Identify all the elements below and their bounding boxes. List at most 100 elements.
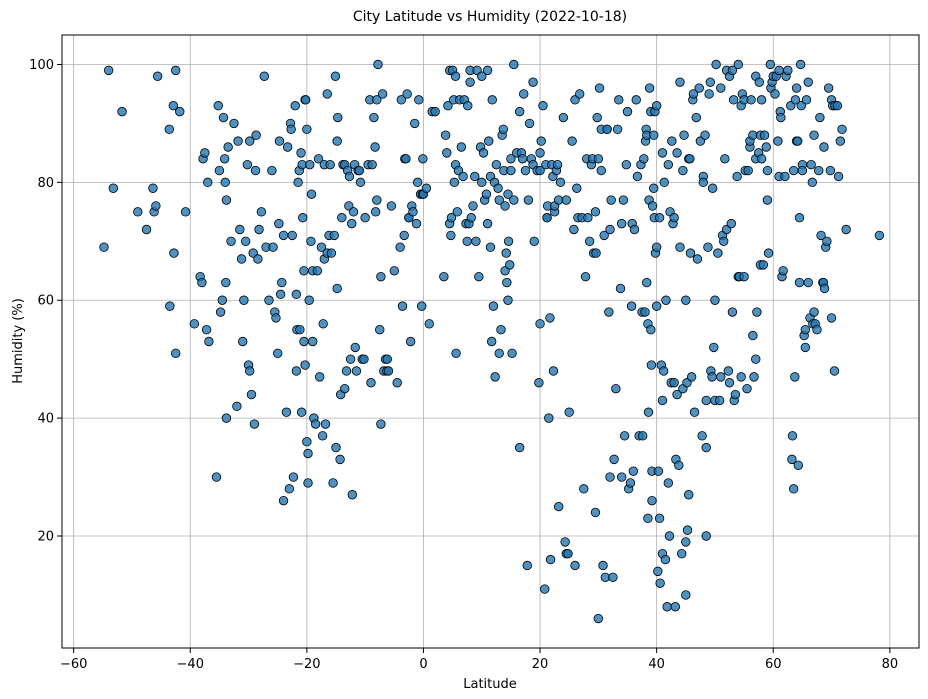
- data-point: [774, 65, 784, 76]
- data-point: [288, 472, 299, 482]
- data-point: [800, 325, 811, 335]
- data-point: [494, 348, 504, 358]
- data-point: [681, 590, 691, 600]
- data-point: [590, 507, 601, 518]
- data-point: [410, 118, 420, 129]
- data-point: [375, 325, 385, 335]
- data-point: [765, 59, 776, 70]
- data-point: [238, 336, 248, 347]
- data-point: [170, 348, 181, 358]
- data-point: [796, 101, 806, 111]
- data-point: [402, 89, 412, 99]
- data-point: [762, 165, 773, 176]
- data-point: [579, 484, 589, 494]
- data-point: [414, 95, 424, 105]
- data-point: [221, 277, 231, 288]
- data-point: [151, 201, 161, 211]
- data-point: [305, 159, 315, 170]
- data-point: [500, 201, 510, 211]
- data-point: [226, 236, 236, 247]
- data-point: [275, 289, 286, 300]
- x-tick-label: −60: [60, 657, 87, 672]
- data-point: [462, 236, 472, 247]
- data-point: [331, 442, 341, 453]
- data-point: [654, 213, 665, 223]
- data-point: [359, 354, 369, 364]
- x-tick-label: 0: [419, 657, 427, 672]
- data-point: [360, 213, 370, 223]
- data-point: [682, 525, 693, 535]
- data-point: [762, 195, 773, 205]
- data-point: [632, 171, 643, 182]
- data-point: [608, 572, 618, 582]
- data-point: [823, 83, 834, 93]
- data-point: [217, 295, 228, 305]
- data-point: [647, 201, 658, 211]
- data-point: [716, 83, 726, 93]
- data-point: [686, 372, 697, 382]
- data-point: [307, 336, 318, 347]
- data-point: [663, 159, 674, 170]
- data-point: [215, 307, 226, 317]
- data-point: [370, 142, 380, 152]
- data-point: [498, 124, 509, 135]
- data-point: [411, 218, 422, 229]
- data-point: [575, 89, 585, 99]
- data-point: [509, 59, 519, 70]
- data-point: [829, 366, 840, 376]
- data-point: [534, 378, 544, 388]
- data-point: [333, 112, 343, 123]
- data-point: [421, 183, 432, 193]
- data-point: [625, 478, 636, 488]
- data-point: [672, 148, 682, 158]
- data-point: [317, 431, 328, 441]
- data-point: [197, 277, 207, 288]
- data-point: [803, 277, 813, 288]
- data-point: [615, 283, 626, 294]
- data-point: [267, 165, 277, 176]
- data-point: [133, 207, 143, 217]
- data-point: [312, 266, 323, 276]
- data-point: [274, 218, 284, 229]
- data-point: [524, 118, 535, 129]
- data-point: [560, 537, 570, 547]
- data-point: [286, 124, 296, 135]
- data-point: [701, 395, 711, 406]
- data-point: [503, 236, 514, 247]
- x-axis-label: Latitude: [463, 677, 517, 692]
- data-point: [837, 124, 847, 135]
- data-point: [554, 501, 564, 512]
- data-point: [609, 454, 619, 465]
- data-point: [229, 118, 239, 129]
- data-point: [443, 101, 453, 111]
- data-point: [240, 236, 251, 247]
- data-point: [239, 295, 249, 305]
- data-point: [701, 531, 711, 541]
- data-point: [503, 189, 513, 199]
- data-point: [306, 236, 316, 247]
- data-point: [874, 230, 885, 241]
- data-point: [751, 354, 761, 364]
- data-point: [351, 366, 362, 376]
- data-point: [99, 242, 109, 252]
- data-point: [616, 472, 627, 482]
- data-point: [242, 159, 253, 170]
- data-point: [689, 407, 700, 417]
- data-point: [790, 372, 800, 382]
- data-point: [669, 378, 679, 388]
- data-point: [535, 148, 545, 158]
- data-point: [809, 307, 819, 317]
- data-point: [395, 242, 405, 252]
- data-point: [746, 95, 756, 105]
- data-point: [644, 83, 655, 93]
- data-point: [593, 154, 604, 164]
- data-point: [180, 207, 191, 217]
- data-point: [674, 460, 684, 470]
- data-point: [291, 366, 302, 376]
- data-point: [373, 59, 383, 70]
- data-point: [739, 271, 749, 282]
- data-point: [651, 301, 662, 311]
- data-point: [494, 195, 504, 205]
- data-point: [211, 472, 222, 482]
